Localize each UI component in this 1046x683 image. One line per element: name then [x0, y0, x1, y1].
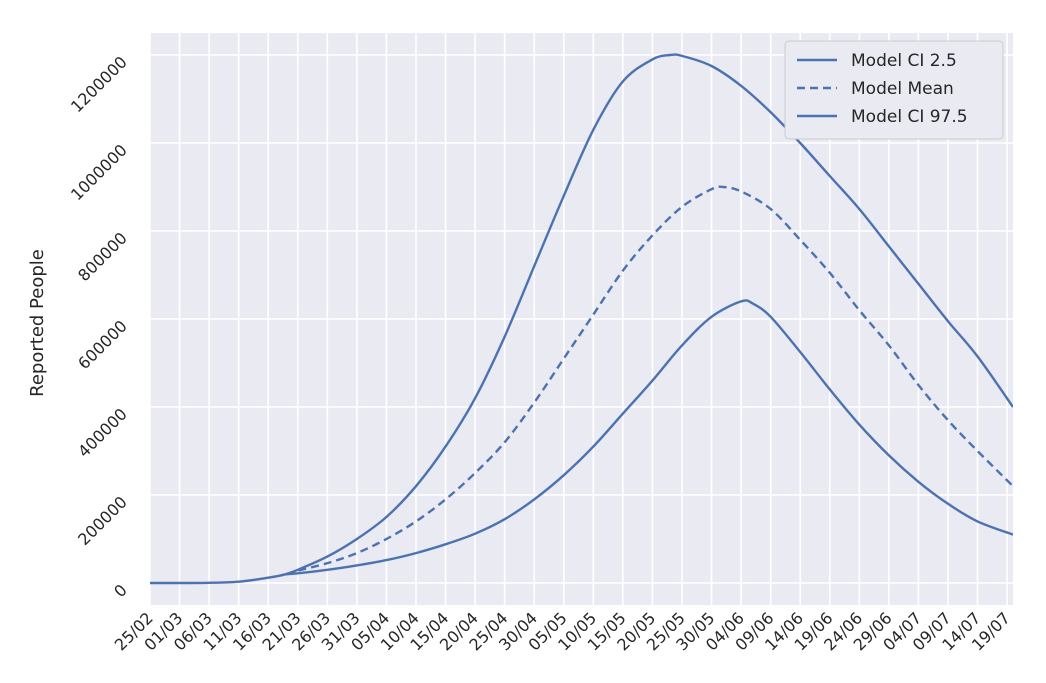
y-tick-labels: 0 200000 400000 600000 800000 1000000 1200000 — [67, 52, 131, 601]
series-line-2 — [285, 299, 1013, 576]
legend-label: Model CI 2.5 — [851, 51, 957, 71]
y-tick-label: 600000 — [74, 316, 131, 373]
y-tick-label: 800000 — [74, 228, 131, 285]
y-tick-label: 200000 — [74, 492, 131, 549]
series-line-1 — [285, 185, 1013, 576]
y-axis-label: Reported People — [27, 249, 48, 397]
legend-label: Model Mean — [851, 79, 954, 99]
legend-label: Model CI 97.5 — [851, 107, 968, 127]
y-tick-label: 0 — [110, 580, 131, 601]
y-tick-label: 1200000 — [67, 52, 131, 116]
y-tick-label: 400000 — [74, 404, 131, 461]
x-tick-labels: 25/0201/0306/0311/0316/0321/0326/0331/03… — [111, 608, 1014, 654]
legend-box — [784, 40, 1004, 140]
series-layer — [150, 53, 1013, 585]
y-tick-label: 1000000 — [67, 140, 131, 204]
legend: Model CI 2.5 Model Mean Model CI 97.5 — [784, 40, 1004, 140]
grid-lines — [149, 33, 1013, 605]
